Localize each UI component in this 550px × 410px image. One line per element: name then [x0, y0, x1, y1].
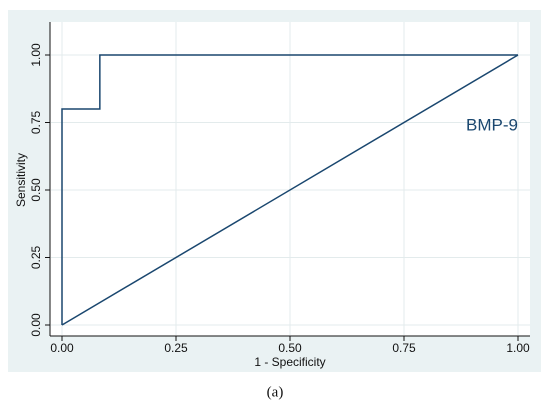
- x-tick-label: 0.25: [164, 341, 188, 355]
- x-tick-label: 1.00: [506, 341, 530, 355]
- caption: (a): [267, 384, 284, 400]
- y-tick-label: 0.75: [29, 110, 43, 134]
- y-axis-title: Sensitivity: [14, 153, 28, 207]
- data-line: [61, 54, 519, 326]
- annotation: BMP-9: [466, 115, 518, 134]
- x-tick-label: 0.00: [50, 341, 74, 355]
- y-tick-label: 0.00: [29, 313, 43, 337]
- x-tick-label: 0.75: [392, 341, 416, 355]
- x-tick-label: 0.50: [278, 341, 302, 355]
- y-tick-label: 1.00: [29, 43, 43, 67]
- y-tick-label: 0.50: [29, 178, 43, 202]
- y-tick-label: 0.25: [29, 245, 43, 269]
- data-line: [61, 54, 518, 325]
- x-axis-title: 1 - Specificity: [254, 355, 325, 369]
